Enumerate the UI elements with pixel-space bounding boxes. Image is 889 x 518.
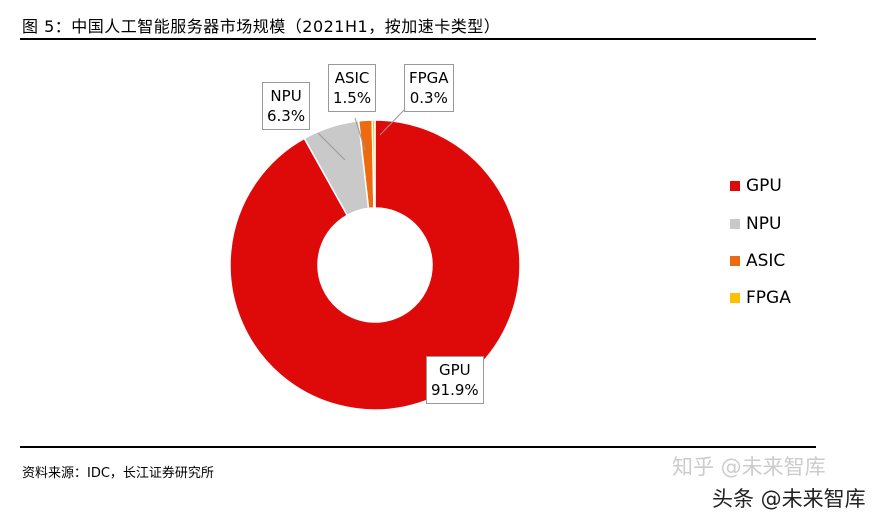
watermark-zhihu: 知乎 @未来智库	[672, 455, 826, 479]
label-fpga: FPGA 0.3%	[404, 64, 454, 112]
leader-line	[317, 132, 346, 161]
legend-swatch	[730, 219, 740, 229]
label-gpu: GPU 91.9%	[426, 356, 484, 404]
legend-gpu: GPU	[730, 176, 782, 196]
legend-npu: NPU	[730, 214, 781, 234]
top-rule	[20, 38, 816, 40]
legend-swatch	[730, 293, 740, 303]
leader-line	[379, 109, 405, 136]
source-note: 资料来源：IDC，长江证券研究所	[22, 466, 214, 481]
watermark-toutiao: 头条 @未来智库	[712, 487, 866, 511]
leader-line	[354, 117, 366, 151]
slice-gpu	[229, 119, 521, 411]
legend-asic: ASIC	[730, 251, 785, 271]
bottom-rule	[20, 446, 816, 448]
slice-fpga	[371, 119, 376, 209]
label-npu: NPU 6.3%	[262, 82, 311, 130]
legend-swatch	[730, 256, 740, 266]
legend-swatch	[730, 181, 740, 191]
legend-fpga: FPGA	[730, 288, 791, 308]
chart-title: 图 5：中国人工智能服务器市场规模（2021H1，按加速卡类型）	[22, 17, 501, 36]
label-asic: ASIC 1.5%	[328, 64, 377, 112]
